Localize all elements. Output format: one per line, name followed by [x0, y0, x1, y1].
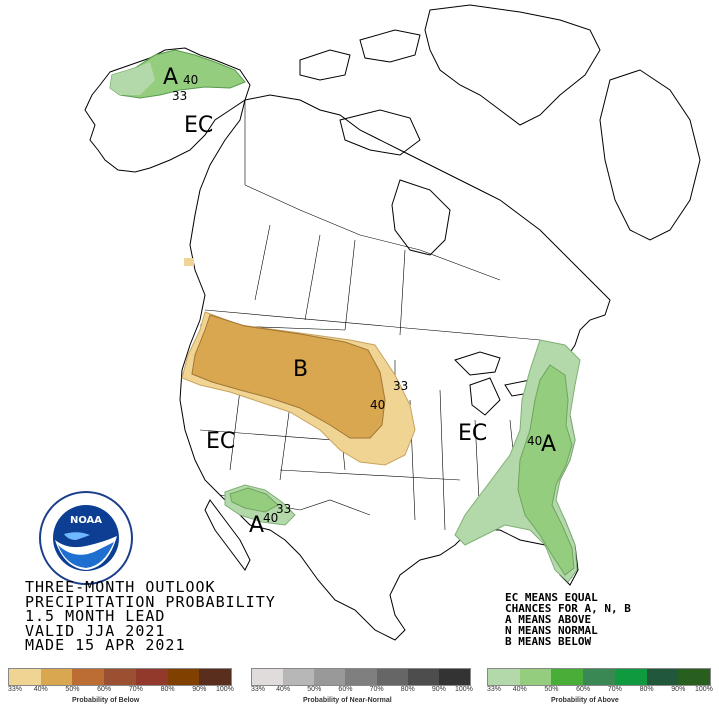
- colorbar-above-tick: 90%: [671, 686, 686, 693]
- legend-note: EC MEANS EQUAL CHANCES FOR A, N, B A MEA…: [505, 592, 631, 647]
- legend-note-line: N MEANS NORMAL: [505, 624, 598, 637]
- colorbar-above-swatch: [519, 669, 552, 685]
- alaska-above-33-edge: [110, 62, 155, 95]
- colorbar-normal-swatch: [345, 669, 377, 685]
- colorbar-above-swatch: [551, 669, 584, 685]
- label-a-east: A: [541, 432, 556, 457]
- colorbar-above: [487, 668, 711, 686]
- legend-note-line: EC MEANS EQUAL: [505, 591, 598, 604]
- political-boundaries: [184, 100, 541, 531]
- colorbar-below-swatch: [199, 669, 231, 685]
- colorbar-below-swatch: [167, 669, 200, 685]
- colorbar-above-tick: 40%: [512, 686, 527, 693]
- label-a-southwest: A: [249, 513, 264, 538]
- outlook-variable: PRECIPITATION PROBABILITY: [25, 592, 276, 611]
- colorbar-above-tick: 100%: [695, 686, 713, 693]
- colorbar-below-tick: 33%: [8, 686, 23, 693]
- outlook-description: THREE-MONTH OUTLOOK PRECIPITATION PROBAB…: [25, 580, 276, 653]
- colorbar-normal-swatch: [314, 669, 346, 685]
- colorbar-normal-swatch: [438, 669, 470, 685]
- label-40-alaska: 40: [183, 73, 198, 87]
- legend-note-line: B MEANS BELOW: [505, 635, 592, 648]
- colorbar-below-tick: 40%: [33, 686, 48, 693]
- outlook-title: THREE-MONTH OUTLOOK: [25, 578, 216, 596]
- colorbar-normal-swatch: [283, 669, 315, 685]
- colorbar-normal-tick: 33%: [251, 686, 266, 693]
- svg-text:NOAA: NOAA: [70, 515, 102, 526]
- colorbar-below-swatch: [72, 669, 105, 685]
- legend-note-line: CHANCES FOR A, N, B: [505, 602, 631, 615]
- colorbar-normal-tick: 60%: [338, 686, 353, 693]
- colorbar-above-swatch: [614, 669, 647, 685]
- colorbar-below-tick: 80%: [160, 686, 175, 693]
- colorbar-normal-tick: 80%: [400, 686, 415, 693]
- outlook-made: MADE 15 APR 2021: [25, 636, 186, 654]
- colorbar-above-tick: 70%: [607, 686, 622, 693]
- colorbar-below-swatch: [135, 669, 168, 685]
- outlook-valid: VALID JJA 2021: [25, 621, 166, 640]
- east-above-40-region: [517, 364, 575, 576]
- colorbar-below-title: Probability of Below: [72, 697, 140, 704]
- colorbar-below-swatch: [40, 669, 73, 685]
- colorbar-normal: [251, 668, 471, 686]
- colorbar-below-swatch: [9, 669, 41, 685]
- colorbar-normal-swatch: [407, 669, 439, 685]
- colorbar-below-swatch: [104, 669, 136, 685]
- colorbar-normal-tick: 70%: [369, 686, 384, 693]
- noaa-logo: NOAA: [39, 491, 133, 585]
- legend-note-line: A MEANS ABOVE: [505, 613, 592, 626]
- southwest-above-40-region: [229, 487, 279, 513]
- colorbar-normal-swatch: [376, 669, 408, 685]
- colorbar-below-tick: 70%: [128, 686, 143, 693]
- colorbar-above-tick: 80%: [639, 686, 654, 693]
- label-a-alaska: A: [163, 65, 178, 90]
- label-40-plains: 40: [370, 398, 385, 412]
- colorbar-below-tick: 60%: [97, 686, 112, 693]
- colorbar-above-tick: 33%: [487, 686, 502, 693]
- colorbar-below-tick: 100%: [216, 686, 234, 693]
- colorbar-normal-tick: 40%: [276, 686, 291, 693]
- colorbar-above-swatch: [583, 669, 615, 685]
- colorbar-normal-tick: 50%: [307, 686, 322, 693]
- colorbar-below-tick: 50%: [65, 686, 80, 693]
- colorbar-above-swatch: [488, 669, 520, 685]
- label-40-east: 40: [527, 434, 542, 448]
- label-33-southwest: 33: [276, 502, 291, 516]
- label-33-plains: 33: [393, 379, 408, 393]
- label-33-alaska: 33: [172, 89, 187, 103]
- colorbar-above-tick: 50%: [544, 686, 559, 693]
- colorbar-below: [8, 668, 232, 686]
- outlook-lead: 1.5 MONTH LEAD: [25, 607, 166, 625]
- colorbar-normal-tick: 100%: [455, 686, 473, 693]
- label-40-southwest: 40: [263, 511, 278, 525]
- label-ec-southwest: EC: [206, 429, 235, 454]
- coastal-below-patch: [184, 258, 194, 266]
- colorbar-normal-title: Probability of Near-Normal: [303, 697, 392, 704]
- colorbar-above-tick: 60%: [576, 686, 591, 693]
- colorbar-above-title: Probability of Above: [551, 697, 619, 704]
- label-ec-alaska: EC: [184, 113, 213, 138]
- label-ec-east: EC: [458, 421, 487, 446]
- colorbar-normal-swatch: [252, 669, 284, 685]
- colorbar-normal-tick: 90%: [431, 686, 446, 693]
- northwest-below-40-region: [191, 314, 386, 439]
- colorbar-below-tick: 90%: [192, 686, 207, 693]
- colorbar-above-swatch: [678, 669, 710, 685]
- label-b-northwest: B: [293, 357, 308, 382]
- colorbar-above-swatch: [646, 669, 679, 685]
